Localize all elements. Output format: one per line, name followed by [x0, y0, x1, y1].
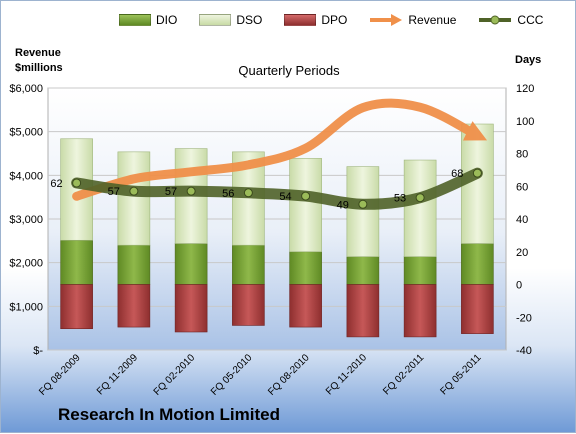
dpo-bar	[60, 284, 93, 330]
x-tick-label: FQ 02-2010	[152, 352, 198, 398]
left-tick-label: $1,000	[9, 301, 43, 313]
dio-bar	[60, 239, 93, 285]
right-tick-label: 80	[516, 149, 528, 161]
right-tick-label: 120	[516, 83, 534, 95]
dio-bar	[346, 256, 380, 285]
right-tick-label: 0	[516, 280, 522, 292]
dpo-bar	[346, 284, 380, 338]
dso-bar	[346, 166, 380, 257]
chart-title: Quarterly Periods	[238, 63, 340, 78]
ccc-data-label: 68	[451, 168, 463, 180]
ccc-data-label: 53	[394, 193, 406, 205]
left-tick-label: $5,000	[9, 127, 43, 139]
legend-swatch-dso	[199, 14, 232, 26]
dpo-bar	[232, 284, 265, 326]
legend-label-dpo: DPO	[321, 13, 348, 27]
dio-bar	[289, 251, 322, 285]
bars-group	[60, 123, 494, 338]
left-tick-label: $3,000	[9, 214, 43, 226]
dso-bar	[289, 158, 322, 253]
ccc-point	[186, 186, 196, 196]
ccc-point	[415, 193, 425, 203]
ccc-point	[243, 188, 253, 198]
x-tick-label: FQ 08-2010	[266, 352, 312, 398]
dso-bar	[403, 159, 437, 257]
ccc-point	[72, 178, 82, 188]
left-tick-label: $4,000	[9, 170, 43, 182]
left-tick-label: $-	[33, 345, 43, 357]
legend-item-ccc: CCC	[478, 13, 543, 27]
ccc-line	[71, 167, 483, 210]
left-axis-title-line1: Revenue	[15, 47, 61, 59]
ccc-data-label: 56	[222, 188, 234, 200]
dio-bar	[232, 244, 265, 285]
right-tick-label: -40	[516, 345, 532, 357]
dpo-bar	[174, 284, 208, 333]
legend-item-dio: DIO	[119, 13, 177, 27]
right-tick-label: 20	[516, 247, 528, 259]
legend-label-dso: DSO	[236, 13, 263, 27]
right-tick-label: 40	[516, 214, 528, 226]
ccc-data-label: 54	[279, 191, 291, 203]
ccc-data-label: 57	[165, 186, 177, 198]
dpo-bar	[289, 284, 322, 328]
ccc-point	[129, 186, 139, 196]
data-labels-group: 62 57 57 56 54 49 53 68	[50, 168, 463, 211]
ccc-data-label: 62	[50, 178, 62, 190]
revenue-line	[72, 98, 488, 201]
legend-item-revenue: Revenue	[369, 13, 456, 27]
legend-arrow-icon	[370, 14, 403, 26]
legend-swatch-dpo	[284, 14, 317, 26]
x-tick-label: FQ 05-2011	[439, 352, 484, 397]
right-tick-label: 60	[516, 181, 528, 193]
ccc-point	[472, 168, 482, 178]
right-tick-label: -20	[516, 312, 532, 324]
dio-bar	[403, 256, 437, 285]
dpo-bar	[461, 284, 494, 334]
x-tick-label: FQ 08-2009	[37, 352, 83, 398]
left-tick-label: $6,000	[9, 83, 43, 95]
left-axis-title-line2: $millions	[15, 62, 63, 74]
right-tick-label: 100	[516, 116, 534, 128]
dso-bar	[117, 151, 151, 246]
revenue-line-group	[72, 98, 488, 201]
left-tick-label: $2,000	[9, 258, 43, 270]
x-tick-label: FQ 02-2011	[381, 352, 426, 397]
legend-label-dio: DIO	[156, 13, 178, 27]
dio-bar	[461, 243, 494, 285]
legend-item-dso: DSO	[199, 13, 262, 27]
right-axis-title: Days	[515, 54, 542, 66]
legend-label-revenue: Revenue	[408, 13, 457, 27]
ccc-data-label: 57	[108, 186, 120, 198]
x-tick-label: FQ 11-2009	[95, 352, 140, 397]
ccc-data-label: 49	[337, 199, 349, 211]
dio-bar	[117, 244, 151, 285]
legend-item-dpo: DPO	[284, 13, 347, 27]
x-tick-label: FQ 11-2010	[324, 352, 369, 397]
ccc-line-group	[71, 167, 483, 210]
legend: DIO DSO DPO Revenue CCC	[119, 13, 565, 27]
x-tick-label: FQ 05-2010	[209, 352, 255, 398]
company-name: Research In Motion Limited	[58, 405, 280, 424]
legend-swatch-dio	[119, 14, 151, 26]
legend-ccc-marker-icon	[479, 15, 512, 25]
legend-label-ccc: CCC	[517, 13, 544, 27]
ccc-point	[358, 199, 368, 209]
ccc-point	[301, 191, 311, 201]
dio-bar	[174, 243, 208, 285]
dpo-bar	[117, 284, 151, 328]
dpo-bar	[403, 284, 437, 338]
left-axis-title: Revenue $millions	[15, 46, 63, 76]
